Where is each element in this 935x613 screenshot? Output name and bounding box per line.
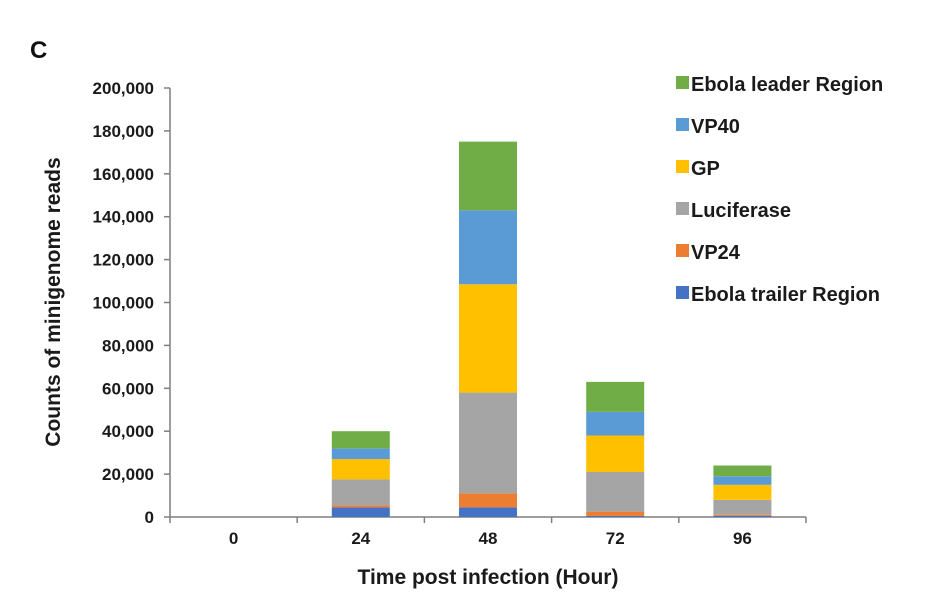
x-tick-label: 48	[479, 529, 498, 548]
y-ticks: 0 20,000 40,000 60,000 80,000 100,000 120,000 1…	[93, 79, 170, 527]
legend: Ebola leader Region VP40 GP Luciferase VP24 E…	[676, 74, 883, 306]
bar-segment	[586, 515, 645, 517]
legend-swatch	[676, 76, 689, 89]
legend-swatch	[676, 286, 689, 299]
bar-segment	[713, 499, 772, 515]
x-tick-label: 96	[733, 529, 752, 548]
x-tick-label: 72	[606, 529, 625, 548]
y-tick-label: 200,000	[93, 79, 154, 98]
bar-segment	[331, 459, 390, 480]
bar-segment	[331, 507, 390, 517]
y-tick-label: 60,000	[102, 379, 154, 398]
bar-segment	[586, 435, 645, 472]
y-tick-label: 40,000	[102, 422, 154, 441]
y-tick-label: 20,000	[102, 465, 154, 484]
bar-segment	[586, 471, 645, 512]
bar-segment	[459, 493, 517, 508]
x-tick-label: 24	[351, 529, 370, 548]
y-tick-label: 0	[145, 508, 154, 527]
bars	[331, 141, 772, 517]
legend-swatch	[676, 118, 689, 131]
bar-segment	[459, 284, 517, 393]
legend-swatch	[676, 160, 689, 173]
legend-label: VP40	[691, 116, 740, 138]
bar-segment	[713, 465, 772, 477]
y-tick-label: 180,000	[93, 122, 154, 141]
bar-segment	[459, 141, 517, 211]
legend-label: Ebola trailer Region	[691, 284, 880, 306]
y-axis-title: Counts of minigenome reads	[42, 157, 65, 446]
bar-segment	[331, 431, 390, 449]
legend-label: GP	[691, 158, 720, 180]
y-tick-label: 100,000	[93, 294, 154, 313]
legend-swatch	[676, 202, 689, 215]
bar-segment	[713, 515, 772, 517]
bar-segment	[459, 392, 517, 494]
legend-swatch	[676, 244, 689, 257]
panel-label: C	[30, 37, 47, 64]
bar-segment	[331, 505, 390, 508]
x-ticks: 0 24 48 72 96	[169, 517, 807, 548]
bar-segment	[331, 448, 390, 460]
bar-segment	[713, 484, 772, 500]
bar-segment	[586, 381, 645, 412]
legend-label: Ebola leader Region	[691, 74, 883, 96]
x-tick-label: 0	[229, 529, 238, 548]
bar-segment	[586, 411, 645, 436]
bar-segment	[713, 514, 772, 516]
legend-label: VP24	[691, 242, 741, 264]
y-tick-label: 80,000	[102, 336, 154, 355]
y-tick-label: 160,000	[93, 165, 154, 184]
bar-segment	[713, 476, 772, 485]
y-tick-label: 140,000	[93, 208, 154, 227]
legend-label: Luciferase	[691, 200, 791, 222]
bar-segment	[459, 210, 517, 285]
y-tick-label: 120,000	[93, 251, 154, 270]
x-axis-title: Time post infection (Hour)	[358, 566, 619, 589]
bar-segment	[459, 507, 517, 517]
bar-segment	[586, 511, 645, 516]
bar-segment	[331, 479, 390, 506]
